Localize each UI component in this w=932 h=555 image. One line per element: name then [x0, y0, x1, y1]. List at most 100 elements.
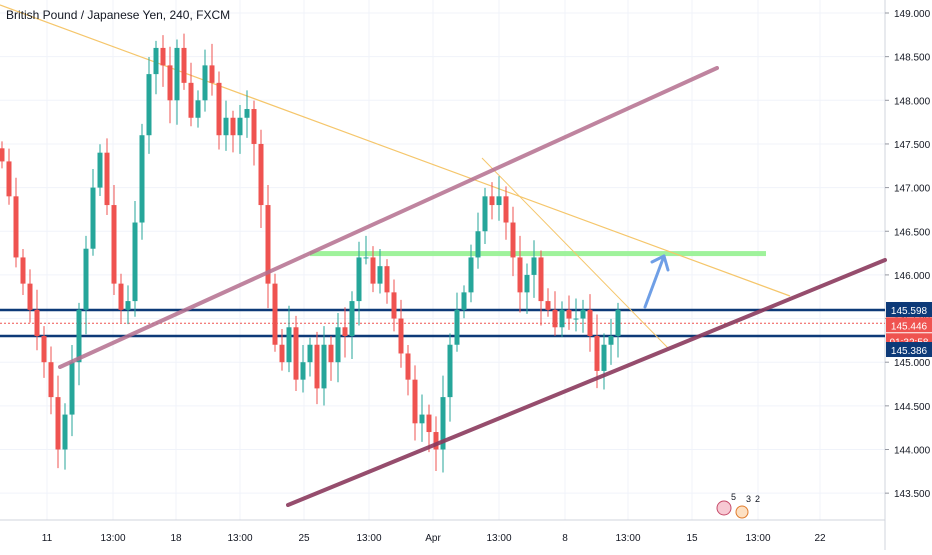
candle-body — [489, 196, 495, 206]
candle-body — [6, 161, 12, 197]
candle-body — [125, 301, 131, 310]
candle-body — [377, 266, 383, 284]
candle-body — [566, 309, 572, 319]
time-tick-label: 22 — [814, 533, 826, 544]
candle-body — [391, 292, 397, 319]
candle-body — [314, 344, 320, 389]
price-label-text: 145.386 — [891, 346, 928, 357]
candle-body — [216, 82, 222, 136]
candle-body — [55, 397, 61, 450]
candle-body — [293, 327, 299, 380]
candle-body — [83, 248, 89, 310]
time-tick-label: 13:00 — [227, 533, 252, 544]
candle-body — [48, 362, 54, 398]
candle-body — [0, 148, 5, 162]
candle-body — [41, 336, 47, 363]
candle-body — [69, 362, 75, 415]
time-tick-label: Apr — [425, 533, 441, 544]
candle-body — [482, 196, 488, 232]
time-tick-label: 13:00 — [356, 533, 381, 544]
chart-title: British Pound / Japanese Yen, 240, FXCM — [6, 8, 231, 22]
candle-body — [615, 309, 621, 337]
candle-body — [412, 379, 418, 424]
candle-body — [328, 344, 334, 363]
time-tick-label: 13:00 — [486, 533, 511, 544]
secondary-trendline — [481, 157, 669, 349]
projection-arrow — [643, 254, 666, 309]
candle-body — [496, 196, 502, 206]
candle-body — [503, 196, 509, 223]
candle-body — [20, 257, 26, 284]
candle-body — [195, 100, 201, 118]
candle-body — [174, 47, 180, 101]
candle-body — [426, 414, 432, 433]
time-tick-label: 8 — [562, 533, 568, 544]
time-tick-label: 15 — [686, 533, 698, 544]
price-tick-label: 144.500 — [894, 402, 931, 413]
price-tick-label: 145.000 — [894, 358, 931, 369]
price-tick-label: 146.500 — [894, 227, 931, 238]
badge-count: 2 — [755, 494, 760, 504]
candle-body — [139, 135, 145, 223]
candle-body — [160, 47, 166, 66]
candle-body — [153, 47, 159, 75]
candle-body — [90, 187, 96, 249]
candle-body — [398, 318, 404, 354]
time-tick-label: 13:00 — [615, 533, 640, 544]
event-badge-icon — [735, 505, 749, 519]
candle-body — [244, 109, 250, 118]
badge-count: 3 — [746, 494, 751, 504]
candle-body — [517, 257, 523, 293]
candle-body — [363, 257, 369, 259]
candle-body — [13, 196, 19, 258]
price-tick-label: 144.000 — [894, 446, 931, 457]
price-label-text: 145.446 — [891, 321, 928, 332]
candle-body — [594, 336, 600, 371]
price-tick-label: 148.500 — [894, 53, 931, 64]
candle-body — [76, 309, 82, 363]
candle-body — [97, 152, 103, 188]
candle-body — [608, 336, 614, 345]
candle-body — [356, 257, 362, 302]
candle-body — [447, 344, 453, 398]
candle-body — [587, 309, 593, 337]
candle-body — [146, 74, 152, 136]
candle-body — [335, 327, 341, 363]
badge-count: 5 — [731, 492, 736, 502]
price-label-box — [886, 317, 932, 333]
channel-upper-line — [58, 66, 719, 369]
candle-body — [265, 205, 271, 284]
candle-body — [188, 82, 194, 118]
candle-body — [62, 414, 68, 450]
candle-body — [300, 362, 306, 380]
candle-body — [454, 309, 460, 345]
candle-body — [132, 222, 138, 302]
time-tick-label: 11 — [42, 533, 53, 544]
candle-body — [524, 274, 530, 293]
resistance-zone — [310, 251, 766, 257]
candle-body — [440, 397, 446, 450]
time-tick-label: 13:00 — [745, 533, 770, 544]
candle-body — [405, 353, 411, 380]
descending-trendline — [0, 4, 791, 297]
candle-body — [167, 65, 173, 101]
candle-body — [580, 309, 586, 319]
candle-body — [601, 344, 607, 371]
candle-body — [27, 283, 33, 310]
candle-body — [181, 47, 187, 83]
projection-arrow-head — [650, 254, 670, 272]
candle-body — [538, 257, 544, 302]
candle-body — [230, 117, 236, 136]
candle-body — [349, 301, 355, 337]
candle-body — [461, 292, 467, 310]
candle-body — [552, 309, 558, 328]
price-tick-label: 148.000 — [894, 96, 931, 107]
candle-body — [531, 257, 537, 275]
candle-body — [279, 344, 285, 363]
candle-body — [545, 301, 551, 310]
candle-body — [272, 283, 278, 345]
candle-body — [468, 257, 474, 293]
price-tick-label: 147.000 — [894, 184, 931, 195]
candle-body — [370, 257, 376, 284]
